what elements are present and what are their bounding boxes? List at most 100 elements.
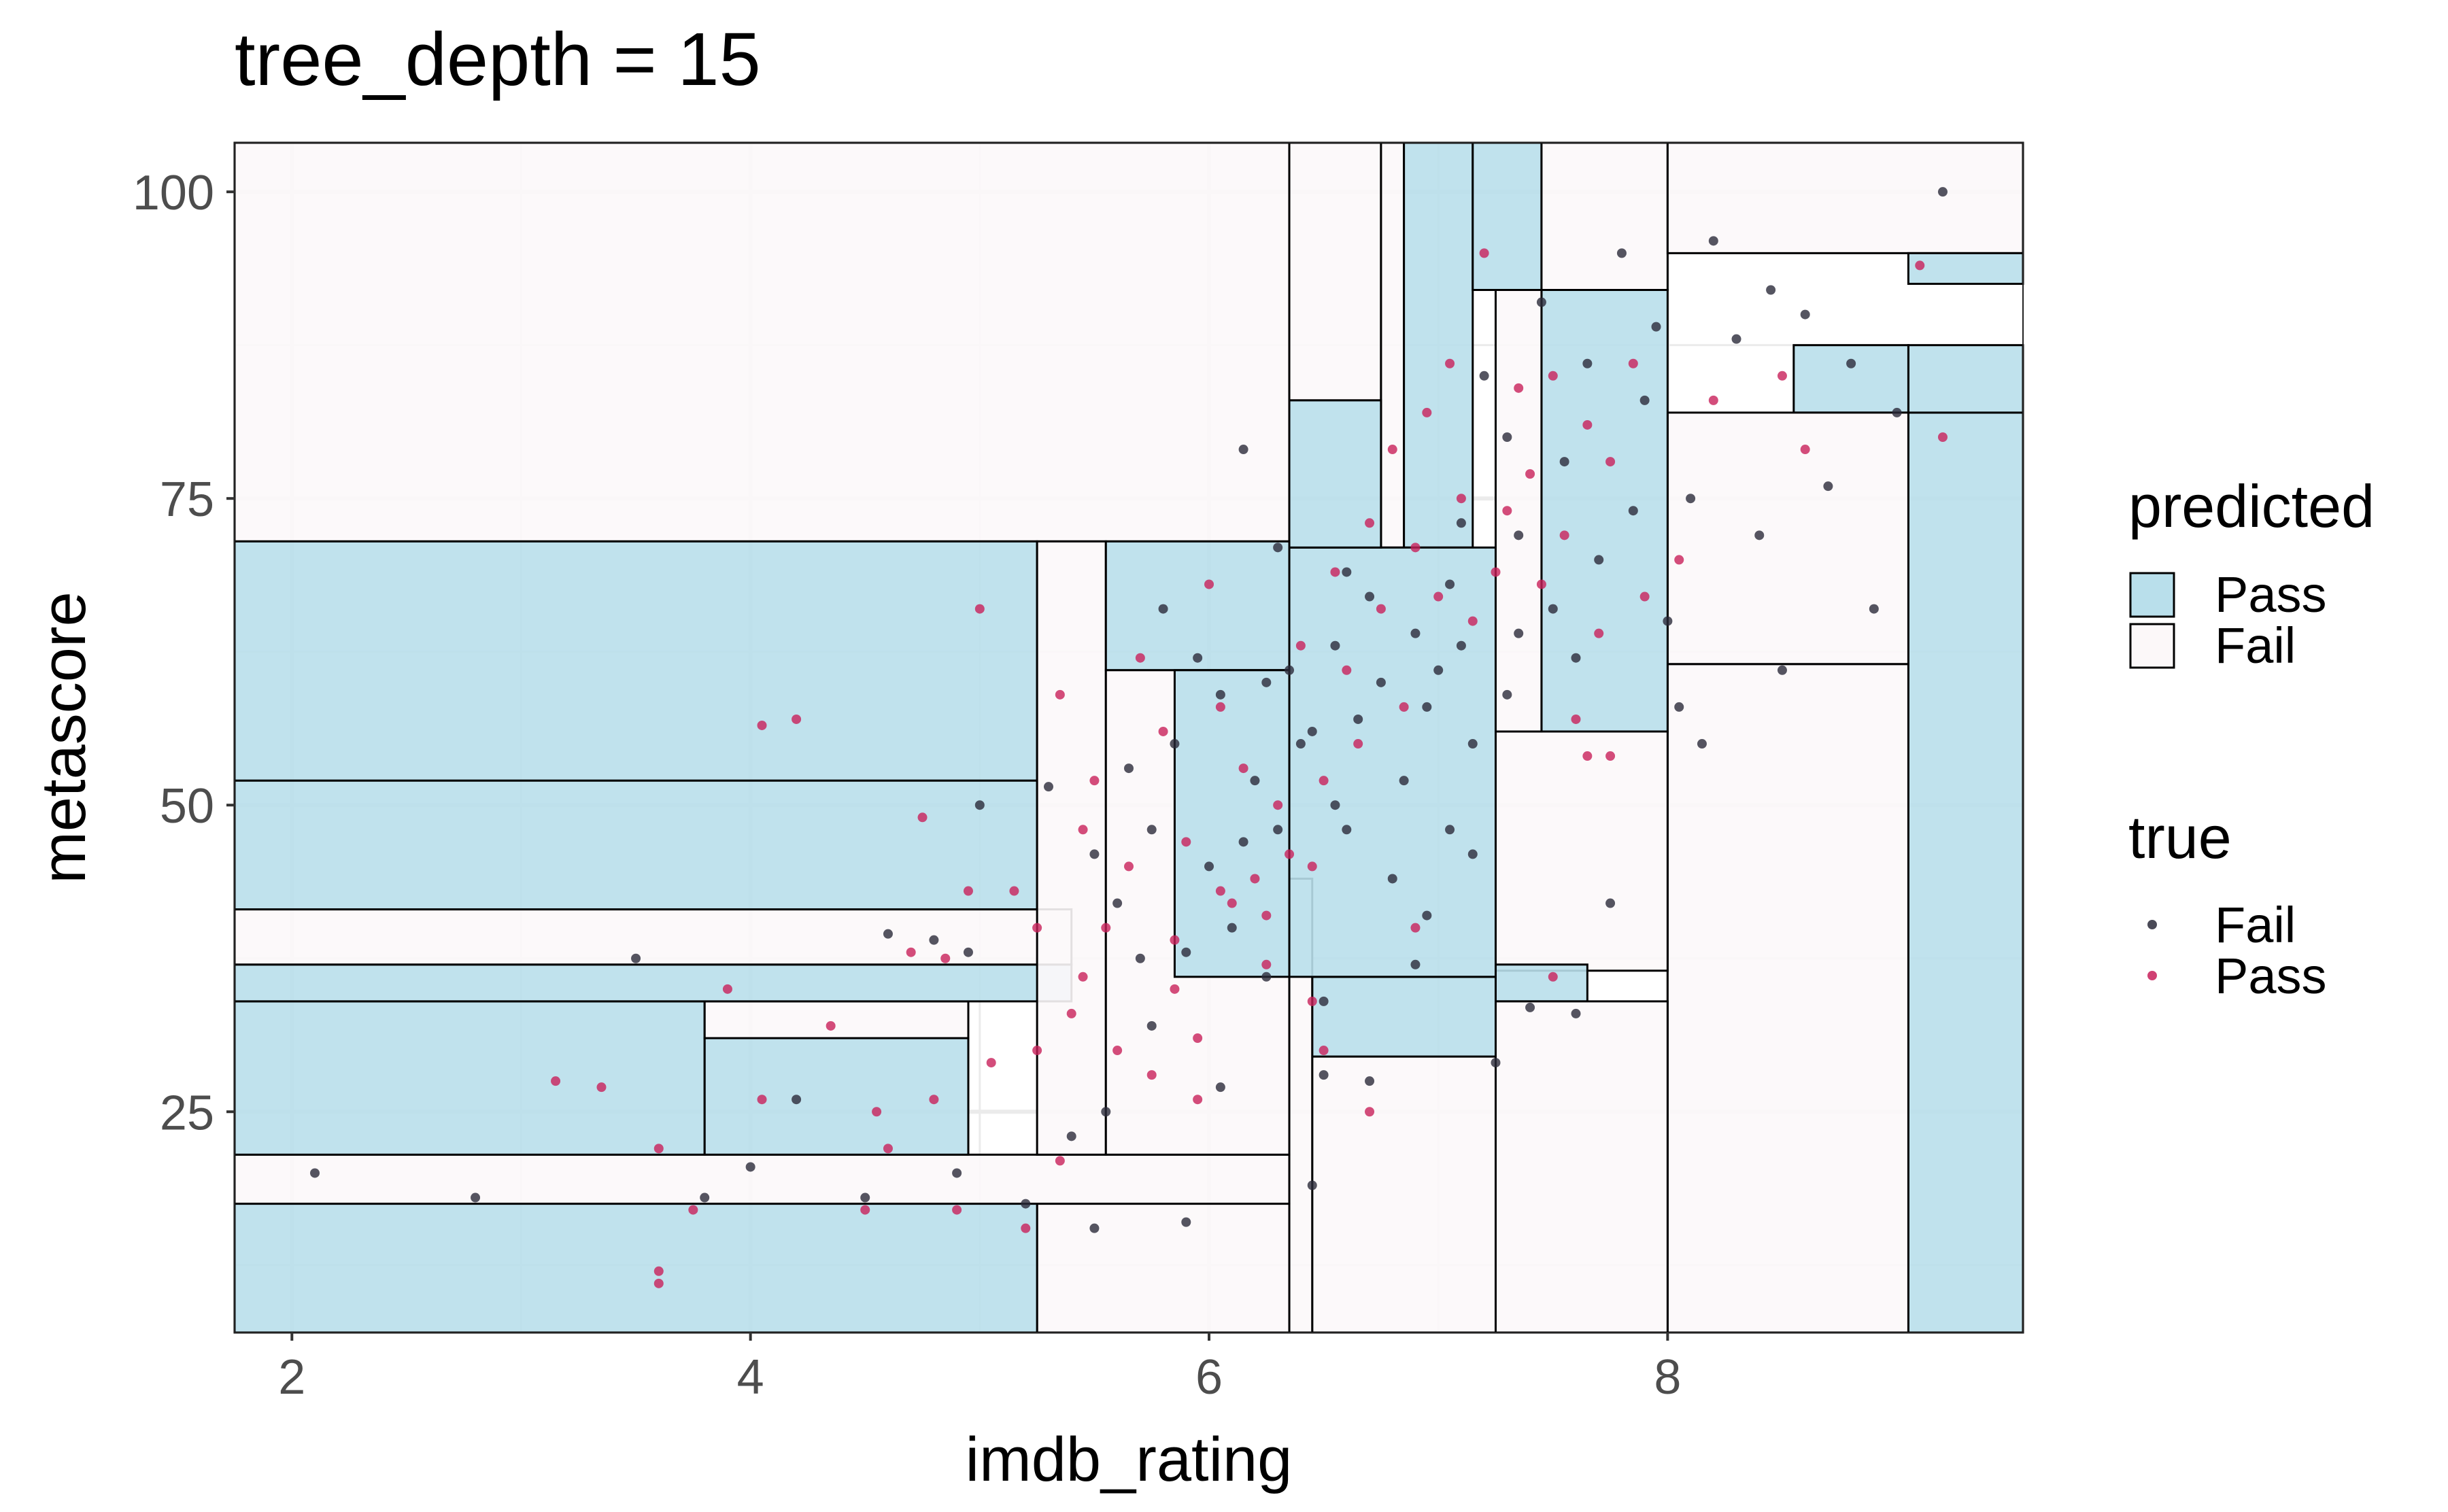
point-pass: [1491, 567, 1501, 577]
point-pass: [1342, 665, 1352, 675]
point-fail: [1193, 653, 1203, 663]
point-pass: [1628, 358, 1638, 368]
point-fail: [1582, 358, 1593, 368]
chart-title: tree_depth = 15: [235, 18, 761, 101]
point-pass: [1215, 886, 1225, 896]
point-fail: [1697, 739, 1707, 749]
point-pass: [1639, 591, 1650, 602]
points-layer: [310, 187, 1948, 1288]
point-pass: [1319, 1046, 1329, 1056]
region-fail: [1666, 663, 1909, 1334]
point-pass: [1204, 579, 1214, 589]
legend-swatch-fail: [2129, 623, 2175, 669]
point-fail: [1628, 506, 1638, 516]
point-fail: [1479, 371, 1489, 381]
legend-point-pass: [2147, 971, 2157, 980]
point-pass: [1055, 1156, 1065, 1166]
region-fail: [703, 1000, 970, 1040]
point-fail: [1651, 322, 1661, 332]
point-fail: [1892, 407, 1902, 417]
point-pass: [1078, 972, 1088, 982]
point-pass: [883, 1144, 893, 1154]
point-fail: [1502, 689, 1512, 700]
region-pass: [1472, 141, 1543, 291]
region-fail: [1288, 141, 1382, 402]
point-fail: [1089, 849, 1100, 859]
point-pass: [1353, 739, 1363, 749]
point-fail: [1330, 640, 1340, 651]
point-fail: [1456, 518, 1466, 528]
point-pass: [1582, 419, 1593, 430]
point-pass: [1422, 407, 1432, 417]
point-pass: [1525, 469, 1535, 479]
point-pass: [1559, 530, 1569, 540]
point-fail: [963, 947, 973, 957]
point-pass: [1708, 395, 1718, 405]
point-pass: [1376, 604, 1386, 614]
point-pass: [952, 1205, 962, 1215]
point-fail: [1467, 739, 1478, 749]
point-fail: [310, 1168, 320, 1178]
point-pass: [1605, 751, 1616, 761]
region-fail: [1666, 141, 2024, 254]
point-fail: [1525, 1002, 1535, 1012]
region-pass: [233, 1203, 1038, 1334]
point-pass: [757, 1095, 767, 1105]
point-fail: [952, 1168, 962, 1178]
point-fail: [974, 800, 985, 810]
point-pass: [1101, 923, 1111, 933]
point-pass: [1456, 494, 1466, 504]
point-pass: [1937, 432, 1948, 442]
point-pass: [1445, 358, 1455, 368]
point-fail: [1181, 947, 1191, 957]
point-fail: [1135, 953, 1145, 963]
region-pass: [233, 779, 1038, 911]
point-fail: [1215, 1082, 1225, 1093]
point-pass: [1605, 457, 1616, 467]
x-tick-label: 6: [1195, 1350, 1223, 1405]
point-fail: [1686, 494, 1696, 504]
point-pass: [1261, 959, 1272, 969]
point-fail: [1353, 714, 1363, 724]
point-fail: [1238, 837, 1248, 847]
point-pass: [872, 1107, 882, 1117]
point-fail: [1846, 358, 1856, 368]
region-fail: [1494, 1000, 1669, 1334]
point-pass: [1193, 1033, 1203, 1044]
point-fail: [1273, 543, 1283, 553]
point-pass: [1548, 972, 1558, 982]
point-pass: [1479, 248, 1489, 258]
point-fail: [1319, 1070, 1329, 1080]
point-fail: [1937, 187, 1948, 197]
point-pass: [1571, 714, 1581, 724]
region-fail: [1666, 411, 1909, 666]
point-fail: [1456, 640, 1466, 651]
point-pass: [1181, 837, 1191, 847]
point-fail: [745, 1162, 755, 1172]
point-pass: [596, 1082, 607, 1093]
point-fail: [1376, 677, 1386, 687]
region-fail: [233, 1153, 1291, 1205]
point-fail: [1250, 776, 1260, 786]
region-fail: [1036, 1203, 1291, 1334]
point-fail: [1170, 739, 1180, 749]
point-pass: [1124, 861, 1134, 872]
point-fail: [1112, 898, 1123, 908]
point-pass: [1387, 445, 1397, 455]
point-fail: [1307, 726, 1317, 736]
legend-swatch-pass: [2129, 572, 2175, 618]
point-pass: [1467, 616, 1478, 626]
point-pass: [974, 604, 985, 614]
point-fail: [1467, 849, 1478, 859]
x-tick-label: 4: [737, 1350, 764, 1405]
point-fail: [1158, 604, 1168, 614]
point-pass: [1674, 555, 1684, 565]
point-pass: [1777, 371, 1787, 381]
region-pass: [1311, 976, 1497, 1058]
point-fail: [929, 935, 939, 945]
point-pass: [1021, 1223, 1031, 1233]
point-fail: [1227, 923, 1237, 933]
point-pass: [653, 1266, 664, 1276]
point-fail: [1021, 1199, 1031, 1209]
